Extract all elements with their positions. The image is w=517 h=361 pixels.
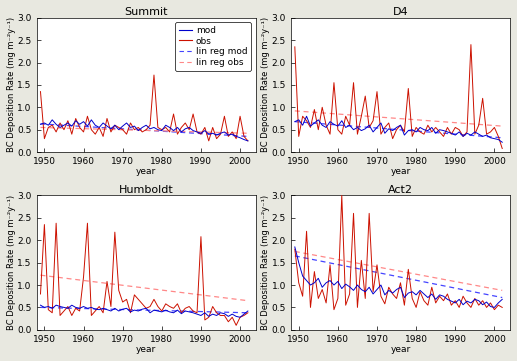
Y-axis label: BC Deposition Rate (mg m⁻²y⁻¹): BC Deposition Rate (mg m⁻²y⁻¹) — [261, 195, 270, 330]
Title: Summit: Summit — [125, 7, 168, 17]
Title: Act2: Act2 — [388, 185, 413, 195]
Y-axis label: BC Deposition Rate (mg m⁻²y⁻¹): BC Deposition Rate (mg m⁻²y⁻¹) — [7, 17, 16, 152]
Y-axis label: BC Deposition Rate (mg m⁻²y⁻¹): BC Deposition Rate (mg m⁻²y⁻¹) — [261, 17, 270, 152]
X-axis label: year: year — [136, 168, 156, 176]
Y-axis label: BC Deposition Rate (mg m⁻²y⁻¹): BC Deposition Rate (mg m⁻²y⁻¹) — [7, 195, 16, 330]
X-axis label: year: year — [136, 345, 156, 354]
Title: D4: D4 — [393, 7, 408, 17]
X-axis label: year: year — [390, 345, 410, 354]
X-axis label: year: year — [390, 168, 410, 176]
Legend: mod, obs, lin reg mod, lin reg obs: mod, obs, lin reg mod, lin reg obs — [175, 22, 251, 71]
Title: Humboldt: Humboldt — [119, 185, 174, 195]
